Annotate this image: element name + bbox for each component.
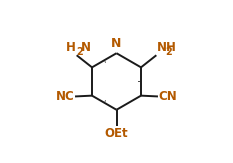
Text: NC: NC [56, 90, 74, 103]
Text: CN: CN [159, 90, 177, 103]
Text: OEt: OEt [105, 127, 128, 140]
Text: 2: 2 [76, 46, 83, 57]
Text: N: N [81, 41, 91, 54]
Text: H: H [66, 41, 76, 54]
Text: NH: NH [157, 41, 177, 54]
Text: N: N [111, 37, 122, 50]
Text: 2: 2 [166, 46, 172, 57]
